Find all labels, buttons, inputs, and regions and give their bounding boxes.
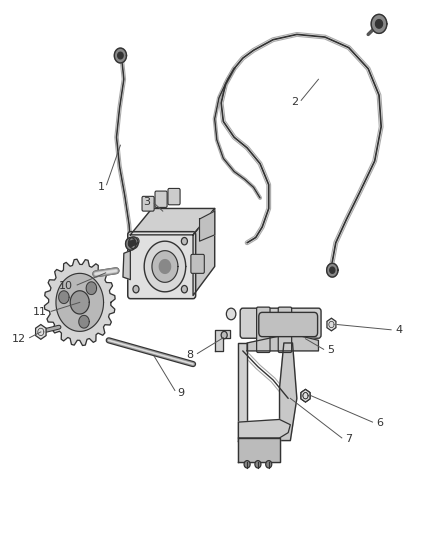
Text: 3: 3: [144, 197, 151, 207]
Text: 11: 11: [33, 307, 47, 317]
Text: 10: 10: [59, 281, 73, 291]
Text: 7: 7: [346, 434, 353, 445]
Polygon shape: [131, 240, 135, 245]
Circle shape: [226, 308, 236, 320]
Polygon shape: [79, 316, 89, 328]
Polygon shape: [70, 291, 89, 314]
Polygon shape: [238, 438, 279, 462]
Circle shape: [255, 461, 261, 468]
Polygon shape: [59, 291, 69, 303]
Polygon shape: [301, 390, 310, 402]
FancyBboxPatch shape: [259, 312, 318, 337]
Text: 1: 1: [98, 182, 105, 192]
Circle shape: [244, 461, 250, 468]
Polygon shape: [129, 237, 138, 248]
Circle shape: [266, 461, 272, 468]
FancyBboxPatch shape: [278, 307, 292, 352]
Circle shape: [221, 332, 227, 339]
Text: 2: 2: [291, 97, 298, 107]
Polygon shape: [131, 208, 215, 235]
Circle shape: [181, 286, 187, 293]
Polygon shape: [279, 343, 297, 441]
Polygon shape: [238, 419, 290, 438]
Polygon shape: [375, 20, 382, 28]
Text: 12: 12: [11, 334, 25, 344]
Text: 4: 4: [396, 325, 403, 335]
Polygon shape: [330, 267, 335, 273]
Polygon shape: [35, 325, 46, 340]
Text: 5: 5: [328, 345, 335, 356]
FancyBboxPatch shape: [155, 191, 167, 207]
Polygon shape: [193, 208, 215, 295]
Polygon shape: [144, 241, 186, 292]
Polygon shape: [301, 390, 310, 402]
FancyBboxPatch shape: [191, 254, 204, 273]
Polygon shape: [56, 273, 103, 332]
Polygon shape: [200, 211, 215, 241]
Polygon shape: [371, 14, 387, 34]
Polygon shape: [44, 259, 115, 345]
Text: 9: 9: [177, 387, 184, 398]
Polygon shape: [159, 260, 170, 273]
Text: 6: 6: [377, 418, 384, 428]
Text: 8: 8: [187, 350, 194, 360]
Circle shape: [181, 238, 187, 245]
Circle shape: [133, 286, 139, 293]
Polygon shape: [114, 48, 127, 63]
Polygon shape: [118, 52, 123, 59]
Circle shape: [301, 391, 310, 401]
FancyBboxPatch shape: [168, 189, 180, 205]
FancyBboxPatch shape: [257, 307, 270, 352]
Polygon shape: [152, 251, 178, 282]
Polygon shape: [215, 330, 230, 351]
FancyBboxPatch shape: [128, 232, 196, 298]
Polygon shape: [123, 251, 131, 280]
Polygon shape: [247, 335, 318, 351]
Polygon shape: [128, 241, 133, 247]
Circle shape: [133, 238, 139, 245]
Polygon shape: [86, 282, 96, 295]
Polygon shape: [327, 318, 336, 331]
Polygon shape: [238, 343, 247, 441]
Polygon shape: [126, 238, 136, 250]
FancyBboxPatch shape: [240, 308, 321, 338]
FancyBboxPatch shape: [142, 196, 154, 211]
Polygon shape: [327, 263, 338, 277]
